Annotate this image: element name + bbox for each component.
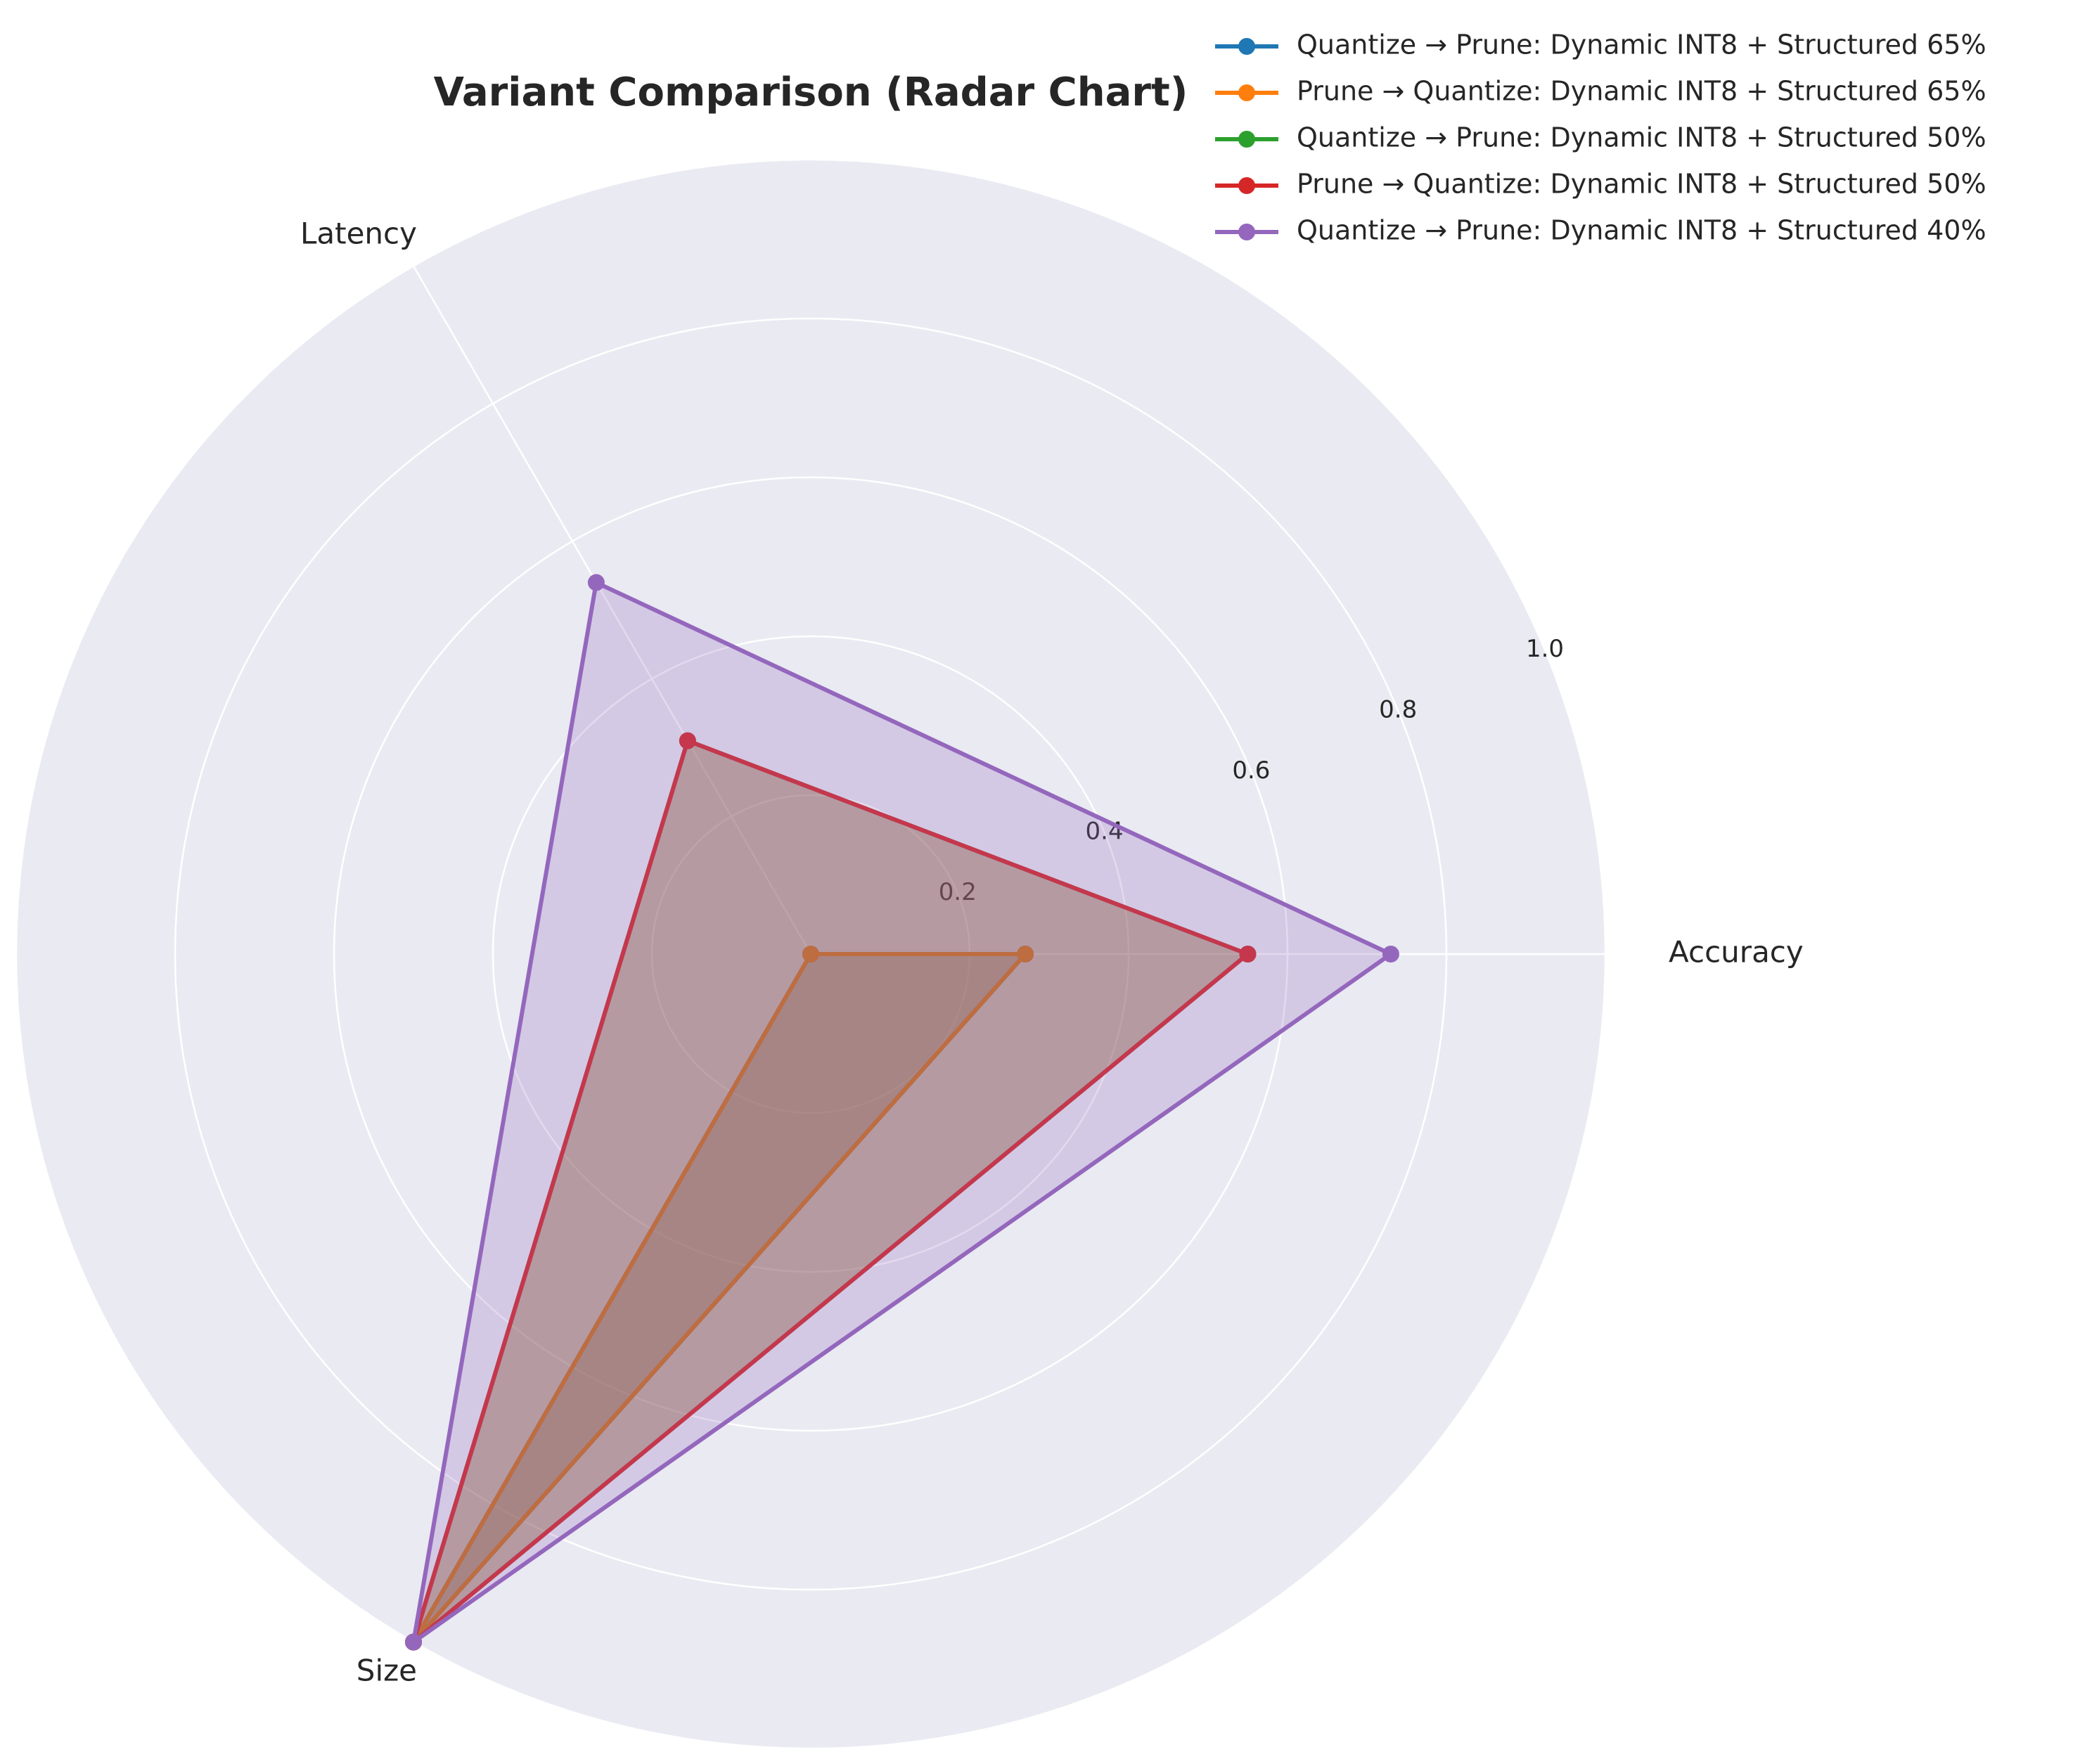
series [405, 732, 1257, 1651]
series-point [679, 732, 696, 749]
axis-spoke [412, 265, 812, 955]
legend-marker [1238, 38, 1255, 55]
legend-label: Quantize → Prune: Dynamic INT8 + Structu… [1297, 30, 1986, 60]
radial-tick-label: 0.2 [939, 878, 977, 906]
legend-marker [1238, 224, 1255, 240]
axis-labels: Accuracy Latency Size [300, 217, 1804, 1688]
legend-item: Quantize → Prune: Dynamic INT8 + Structu… [1215, 215, 1986, 246]
radial-tick-labels: 0.20.40.60.81.0 [939, 635, 1564, 906]
series-line [410, 579, 1395, 1647]
legend-label: Quantize → Prune: Dynamic INT8 + Structu… [1297, 215, 1986, 246]
series-fill [413, 740, 1248, 1642]
series-fill [413, 740, 1248, 1642]
radial-tick-label: 1.0 [1526, 635, 1564, 663]
chart-title: Variant Comparison (Radar Chart) [434, 70, 1188, 115]
series-point [1017, 946, 1034, 963]
series-point [405, 1633, 422, 1651]
series-point [1239, 946, 1257, 963]
series-point [1382, 946, 1399, 963]
legend-label: Quantize → Prune: Dynamic INT8 + Structu… [1297, 122, 1986, 153]
series-line [409, 738, 1252, 1649]
series-point [587, 574, 605, 591]
series-line [411, 952, 1030, 1644]
axis-label-latency: Latency [300, 217, 417, 251]
legend-label: Prune → Quantize: Dynamic INT8 + Structu… [1297, 76, 1986, 107]
legend: Quantize → Prune: Dynamic INT8 + Structu… [1215, 30, 1986, 246]
legend-marker [1238, 84, 1255, 101]
legend-item: Prune → Quantize: Dynamic INT8 + Structu… [1215, 169, 1986, 200]
series-fill [413, 582, 1391, 1642]
series-layer [405, 574, 1399, 1651]
legend-item: Quantize → Prune: Dynamic INT8 + Structu… [1215, 30, 1986, 60]
legend-marker [1238, 177, 1255, 194]
legend-marker [1238, 131, 1255, 148]
legend-item: Quantize → Prune: Dynamic INT8 + Structu… [1215, 122, 1986, 153]
legend-label: Prune → Quantize: Dynamic INT8 + Structu… [1297, 169, 1986, 200]
series-point [802, 946, 819, 963]
legend-item: Prune → Quantize: Dynamic INT8 + Structu… [1215, 76, 1986, 107]
series [405, 574, 1399, 1651]
radial-tick-label: 0.6 [1232, 757, 1270, 785]
axis-label-size: Size [357, 1653, 417, 1687]
radial-tick-label: 0.8 [1379, 696, 1417, 724]
axis-label-accuracy: Accuracy [1669, 935, 1804, 970]
